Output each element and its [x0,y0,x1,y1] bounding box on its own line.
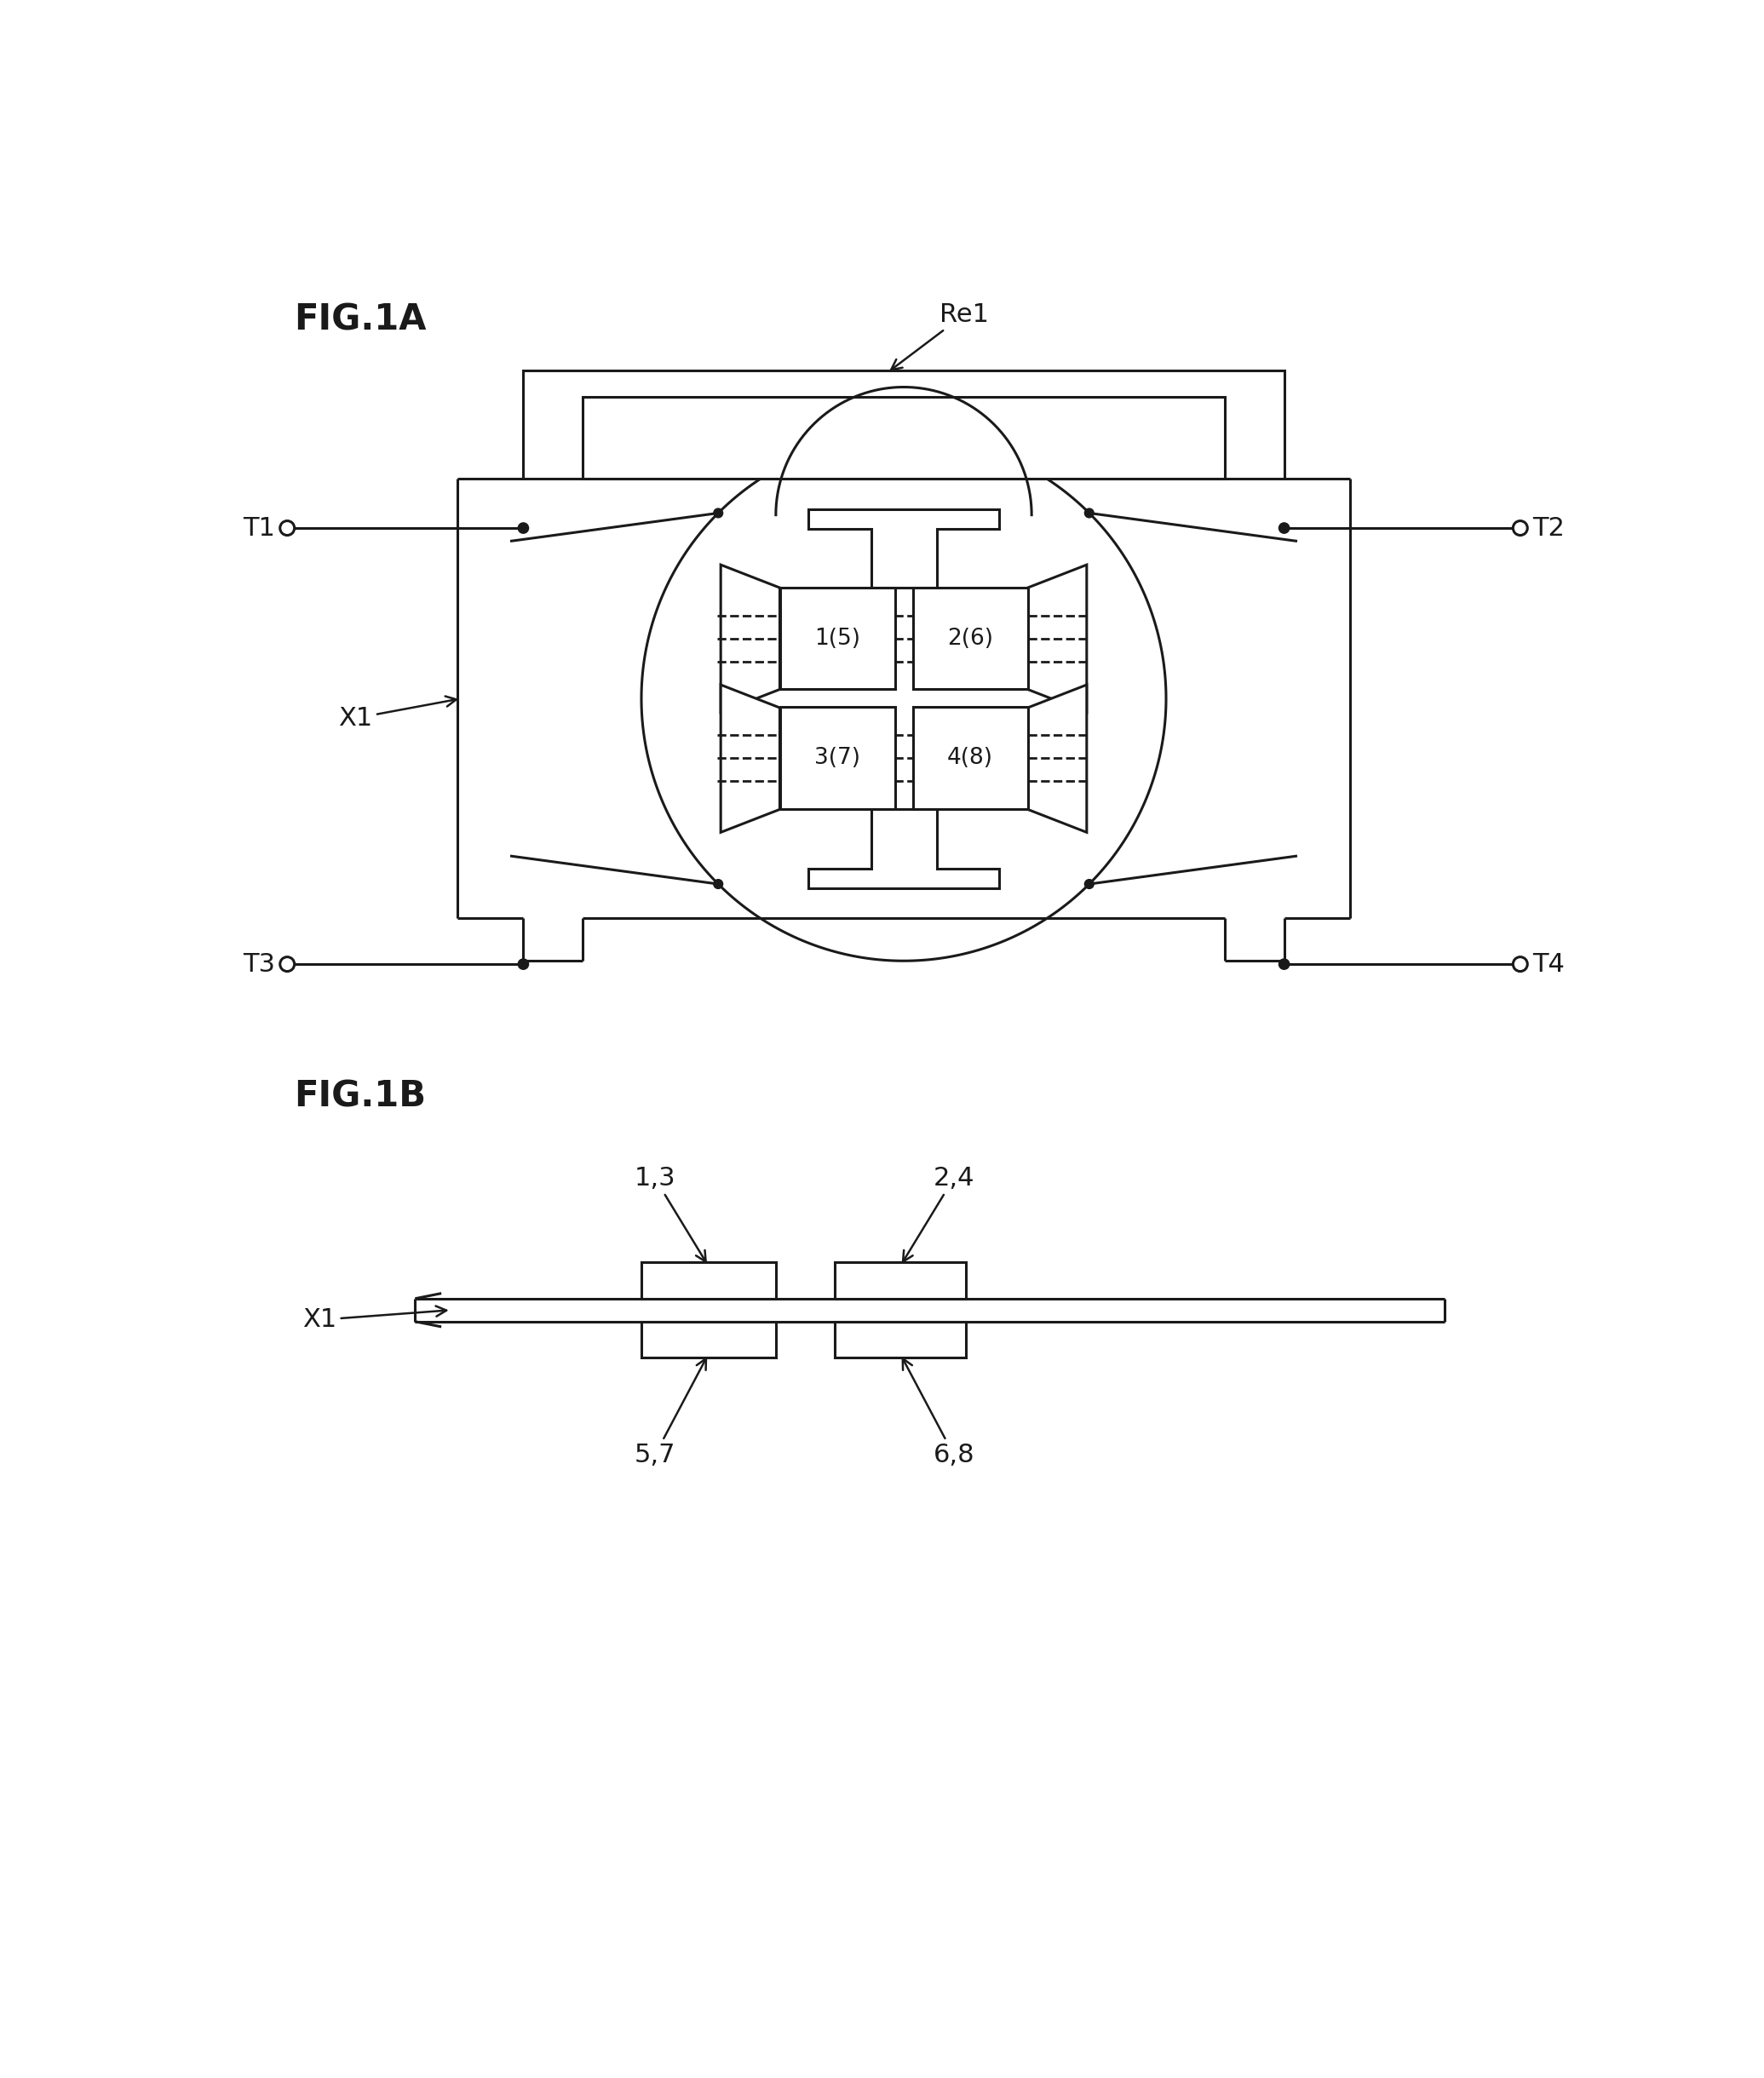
Polygon shape [1028,686,1087,833]
Circle shape [1085,879,1094,889]
Polygon shape [642,1322,776,1357]
Text: 5,7: 5,7 [635,1359,706,1467]
Text: 4(8): 4(8) [947,748,993,769]
Text: Re1: Re1 [891,301,990,370]
Circle shape [519,524,529,534]
Text: 3(7): 3(7) [815,748,861,769]
Text: 1,3: 1,3 [633,1166,706,1261]
Polygon shape [524,370,1284,478]
Text: 6,8: 6,8 [903,1359,975,1467]
Text: 2(6): 2(6) [947,628,993,650]
Circle shape [1279,524,1289,534]
Circle shape [1085,509,1094,517]
Text: 1(5): 1(5) [815,628,861,650]
Circle shape [280,958,295,970]
Polygon shape [721,565,780,713]
Polygon shape [834,1263,967,1299]
Polygon shape [642,436,1166,960]
Text: T4: T4 [1531,952,1565,977]
Bar [914,707,1028,808]
Bar [914,588,1028,690]
Text: 2,4: 2,4 [903,1166,974,1261]
Text: T2: T2 [1531,515,1565,540]
Polygon shape [721,686,780,833]
Circle shape [1279,958,1289,970]
Text: FIG.1A: FIG.1A [295,301,427,337]
Circle shape [280,522,295,536]
Polygon shape [1028,565,1087,713]
Text: X1: X1 [302,1305,446,1332]
Text: T3: T3 [243,952,275,977]
Text: X1: X1 [339,696,457,731]
Circle shape [714,509,723,517]
Polygon shape [582,397,1224,478]
Bar [780,707,894,808]
Polygon shape [808,509,998,588]
Polygon shape [834,1322,967,1357]
Circle shape [714,879,723,889]
Polygon shape [642,1263,776,1299]
Text: T1: T1 [243,515,275,540]
Bar [780,588,894,690]
Circle shape [1514,522,1528,536]
Polygon shape [808,810,998,887]
Circle shape [1514,958,1528,970]
Text: FIG.1B: FIG.1B [295,1078,425,1114]
Circle shape [519,958,529,970]
